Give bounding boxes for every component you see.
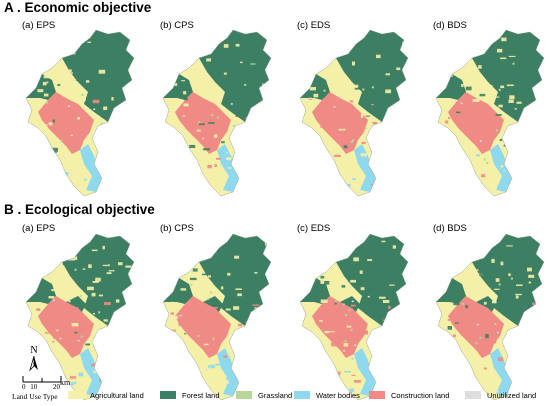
north-label: N [30, 345, 38, 356]
panel-label-bds: (d) BDS [433, 20, 467, 31]
legend-label: Unutilized land [487, 390, 537, 400]
legend-swatch [294, 391, 310, 399]
panel-label-eps: (a) EPS [22, 223, 56, 234]
legend-label: Grassland [258, 390, 293, 400]
legend-item-construction: Construction land [369, 389, 449, 401]
legend-label: Agricultural land [90, 390, 144, 400]
land-use-map-bds-ecological [435, 233, 545, 401]
north-arrow-icon [29, 356, 38, 372]
legend-label: Forest land [182, 390, 220, 400]
land-use-map-eds-economic [299, 29, 409, 197]
scale-tick-labels: 0 10 20 [22, 383, 60, 391]
land-use-map-eds-ecological [299, 233, 409, 401]
legend-swatch [160, 391, 176, 399]
panel-label-cps: (b) CPS [160, 223, 194, 234]
land-use-map-bds-economic [435, 29, 545, 197]
scale-tick-10: 10 [30, 383, 38, 391]
scale-bar [22, 376, 62, 383]
land-use-map-cps-economic [162, 29, 272, 197]
scale-tick-0: 0 [22, 383, 26, 391]
panel-label-bds: (d) BDS [433, 223, 467, 234]
panel-label-eps: (a) EPS [22, 20, 56, 31]
legend-item-agricultural: Agricultural land [68, 389, 144, 401]
land-use-map-cps-ecological [162, 233, 272, 401]
legend-swatch [68, 391, 84, 399]
legend-item-water: Water bodies [294, 389, 360, 401]
legend-label: Construction land [391, 390, 450, 400]
panel-label-eds: (c) EDS [297, 223, 331, 234]
land-use-map-eps-ecological [25, 233, 135, 401]
legend-item-forest: Forest land [160, 389, 220, 401]
legend-swatch [369, 391, 385, 399]
legend-swatch [236, 391, 252, 399]
legend-label: Water bodies [316, 390, 360, 400]
legend-title: Land Use Type [12, 392, 58, 401]
land-use-map-eps-economic [25, 29, 135, 197]
north-arrow: N [27, 346, 41, 372]
section-title-economic: A . Economic objective [4, 0, 152, 15]
scale-tick-20: 20 [53, 383, 60, 391]
panel-label-cps: (b) CPS [160, 20, 194, 31]
legend-item-unutilized: Unutilized land [465, 389, 536, 401]
legend-swatch [465, 391, 481, 399]
section-title-ecological: B . Ecological objective [4, 202, 155, 217]
scale-unit: km [60, 378, 71, 387]
legend-item-grassland: Grassland [236, 389, 292, 401]
panel-label-eds: (c) EDS [297, 20, 331, 31]
